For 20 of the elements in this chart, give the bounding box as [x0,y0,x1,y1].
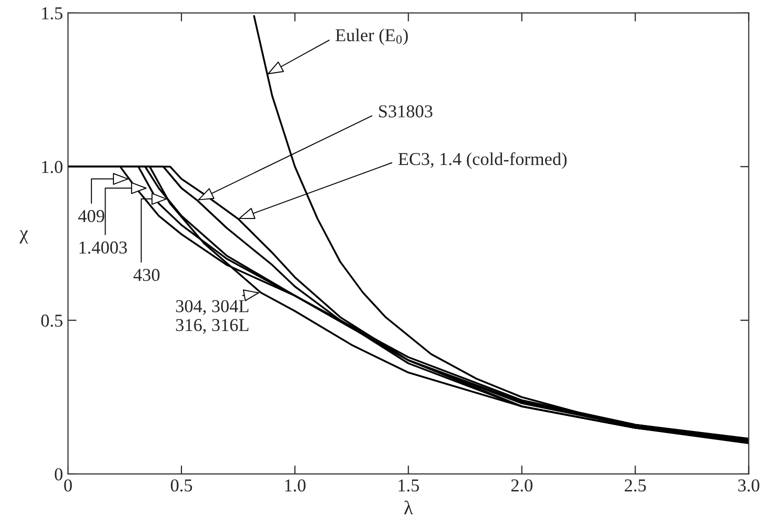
x-tick-label: 1.5 [398,479,419,492]
annotation: 1.4003 [80,241,127,254]
y-axis-title: χ [20,230,28,244]
y-tick-label: 1.0 [42,160,62,174]
annotation: 430 [133,268,160,282]
x-axis-title: λ [404,500,413,514]
x-tick-label: 2.5 [624,479,646,492]
x-tick-label: 3.0 [738,479,760,492]
y-tick-label: 0.5 [41,314,62,327]
y-tick-label: 0 [54,468,62,480]
annotation: 409 [78,210,104,222]
x-tick-label: 0 [64,479,72,492]
y-tick-label: 1.5 [42,7,62,20]
x-tick-label: 2.0 [511,479,532,492]
x-tick-label: 1.0 [285,479,306,492]
x-tick-label: 0.5 [170,479,192,492]
annotation: S31803 [379,105,432,118]
annotation: 304, 304L 316, 316L [176,300,248,334]
annotation: EC3, 1.4 (cold-formed) [398,152,567,169]
annotation: Euler (E$_{0}$) [336,28,408,45]
